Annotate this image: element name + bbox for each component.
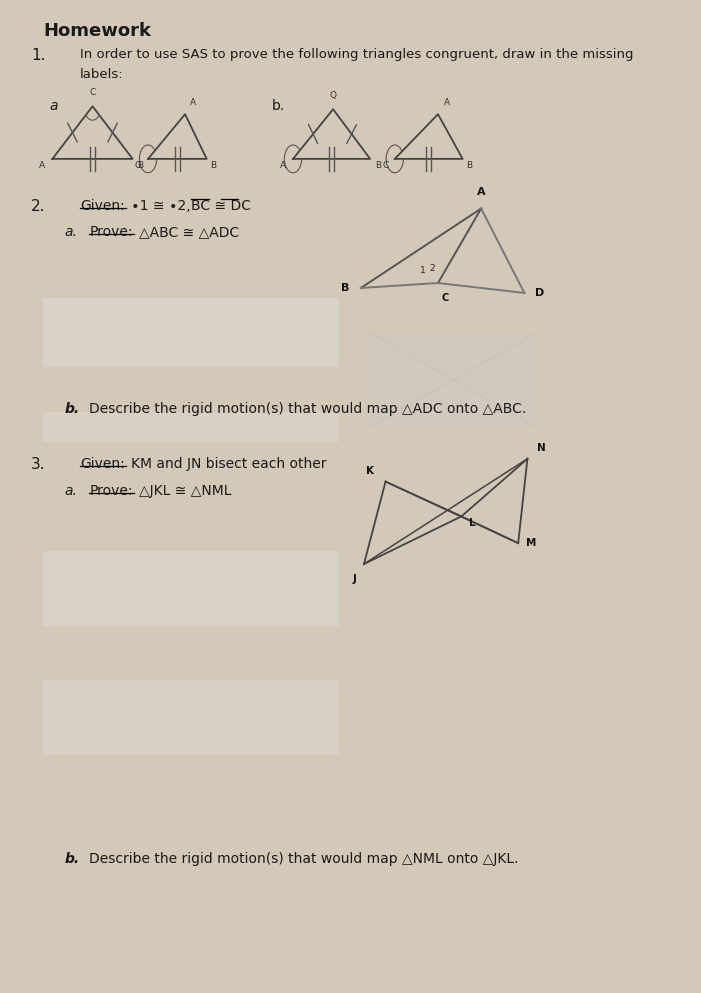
Text: B: B	[210, 161, 217, 170]
Text: Given:: Given:	[80, 199, 125, 213]
Text: Given:: Given:	[80, 457, 125, 471]
Text: labels:: labels:	[80, 68, 124, 80]
Text: 1: 1	[420, 265, 426, 275]
Text: A: A	[190, 98, 196, 107]
Text: BC ≅ DC: BC ≅ DC	[191, 199, 251, 213]
Text: B: B	[137, 161, 144, 170]
Text: 3.: 3.	[31, 457, 46, 472]
Text: Q: Q	[329, 91, 336, 100]
Text: Prove:: Prove:	[90, 484, 133, 497]
Text: KM and JN bisect each other: KM and JN bisect each other	[131, 457, 327, 471]
Text: 2.: 2.	[31, 199, 46, 213]
Text: A: A	[280, 161, 285, 170]
Text: Describe the rigid motion(s) that would map △ADC onto △ABC.: Describe the rigid motion(s) that would …	[90, 402, 526, 416]
Text: A: A	[477, 187, 486, 197]
Text: A: A	[444, 98, 450, 107]
Text: In order to use SAS to prove the following triangles congruent, draw in the miss: In order to use SAS to prove the followi…	[80, 48, 634, 61]
Text: 1.: 1.	[31, 48, 46, 63]
Bar	[43, 680, 339, 755]
Text: L: L	[469, 518, 475, 528]
Text: D: D	[536, 288, 545, 298]
Bar	[43, 298, 339, 367]
Text: C: C	[382, 161, 388, 170]
Bar	[43, 551, 339, 626]
Text: b.: b.	[64, 402, 80, 416]
Text: Describe the rigid motion(s) that would map △NML onto △JKL.: Describe the rigid motion(s) that would …	[90, 852, 519, 866]
Text: C: C	[90, 88, 95, 97]
Text: A: A	[39, 161, 45, 170]
Text: Prove:: Prove:	[90, 225, 133, 239]
Text: △JKL ≅ △NML: △JKL ≅ △NML	[139, 484, 231, 497]
Text: N: N	[537, 443, 545, 453]
Bar	[43, 412, 339, 442]
Text: ∙1 ≅ ∙2,: ∙1 ≅ ∙2,	[131, 199, 191, 213]
Text: a: a	[49, 99, 58, 113]
Text: C: C	[441, 293, 449, 303]
Text: △ABC ≅ △ADC: △ABC ≅ △ADC	[139, 225, 239, 239]
Text: C: C	[135, 161, 141, 170]
Bar	[370, 333, 537, 427]
Text: Homework: Homework	[43, 22, 151, 40]
Text: b.: b.	[64, 852, 80, 866]
Text: B: B	[341, 283, 350, 293]
Text: M: M	[526, 538, 536, 548]
Text: b.: b.	[271, 99, 285, 113]
Text: K: K	[367, 466, 374, 476]
Text: 2: 2	[429, 263, 435, 273]
Text: a.: a.	[64, 484, 78, 497]
Text: B: B	[375, 161, 381, 170]
Text: J: J	[353, 574, 357, 584]
Text: B: B	[466, 161, 472, 170]
Text: a.: a.	[64, 225, 78, 239]
